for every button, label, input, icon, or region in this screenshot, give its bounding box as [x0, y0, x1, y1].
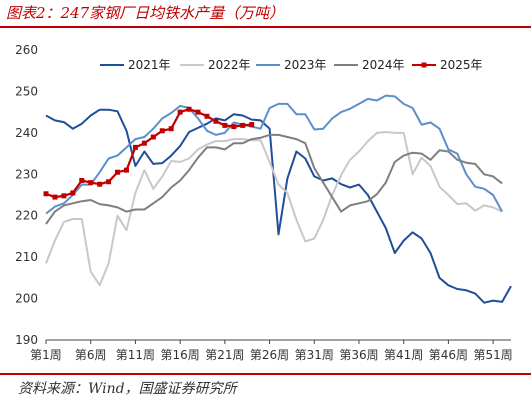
x-tick-label: 第31周 — [295, 348, 334, 362]
series-marker-5 — [97, 181, 103, 187]
y-tick-label: 210 — [15, 250, 38, 264]
x-tick-label: 第51周 — [473, 348, 512, 362]
series-marker-5 — [115, 169, 121, 175]
y-tick-label: 260 — [15, 43, 38, 57]
legend-label-2: 2022年 — [208, 58, 251, 72]
series-marker-5 — [195, 109, 201, 115]
x-tick-label: 第26周 — [250, 348, 289, 362]
series-marker-5 — [88, 180, 94, 186]
x-tick-label: 第11周 — [116, 348, 155, 362]
y-tick-label: 190 — [15, 333, 38, 347]
x-tick-label: 第21周 — [205, 348, 244, 362]
legend-label-3: 2023年 — [284, 58, 327, 72]
line-chart: 190200210220230240250260 第1周 第6周 第11周 第16周第… — [15, 43, 513, 362]
y-tick-label: 250 — [15, 84, 38, 98]
series-marker-5 — [204, 113, 210, 119]
legend-marker-5 — [421, 62, 427, 68]
series-line-3 — [45, 94, 503, 215]
x-tick-label: 第6周 — [75, 348, 107, 362]
series-marker-5 — [240, 122, 246, 128]
series-marker-5 — [52, 194, 58, 200]
series-marker-5 — [132, 144, 138, 150]
series-layer — [43, 94, 512, 304]
series-marker-5 — [70, 190, 76, 196]
y-tick-label: 230 — [15, 167, 38, 181]
title-rule — [0, 26, 531, 28]
series-marker-5 — [159, 128, 165, 134]
series-line-4 — [45, 133, 503, 225]
legend-label-5: 2025年 — [440, 58, 483, 72]
series-marker-5 — [43, 191, 49, 197]
x-tick-label: 第1周 — [30, 348, 62, 362]
y-tick-label: 240 — [15, 126, 38, 140]
y-tick-label: 200 — [15, 292, 38, 306]
series-marker-5 — [150, 134, 156, 140]
series-line-2 — [45, 131, 503, 287]
series-marker-5 — [168, 126, 174, 132]
series-line-5 — [45, 108, 252, 199]
series-marker-5 — [141, 140, 147, 146]
x-axis: 第1周 第6周 第11周 第16周 第21周 第26周 第31周 第36周 第41周 第46周 第5… — [30, 339, 513, 362]
series-marker-5 — [222, 122, 228, 128]
figure-title: 图表2：247家钢厂日均铁水产量（万吨） — [6, 4, 285, 22]
series-marker-5 — [123, 167, 129, 173]
y-tick-label: 220 — [15, 209, 38, 223]
series-line-1 — [45, 108, 512, 304]
series-marker-5 — [231, 124, 237, 130]
series-marker-5 — [61, 193, 67, 199]
legend: 2021年 2022年 2023年 2024年 2025年 — [100, 58, 483, 72]
series-marker-5 — [186, 106, 192, 112]
series-marker-5 — [106, 179, 112, 185]
x-tick-label: 第16周 — [160, 348, 199, 362]
series-marker-5 — [79, 178, 85, 183]
x-tick-label: 第46周 — [429, 348, 468, 362]
source-rule — [0, 373, 531, 375]
series-marker-5 — [213, 118, 219, 124]
legend-label-1: 2021年 — [128, 58, 171, 72]
x-tick-label: 第41周 — [384, 348, 423, 362]
series-marker-5 — [249, 122, 255, 128]
x-tick-label: 第36周 — [339, 348, 378, 362]
y-axis: 190 200 210 220 230 240 250 260 — [15, 43, 38, 347]
legend-label-4: 2024年 — [362, 58, 405, 72]
source-note: 资料来源：Wind，国盛证券研究所 — [18, 381, 237, 397]
series-marker-5 — [177, 109, 183, 115]
